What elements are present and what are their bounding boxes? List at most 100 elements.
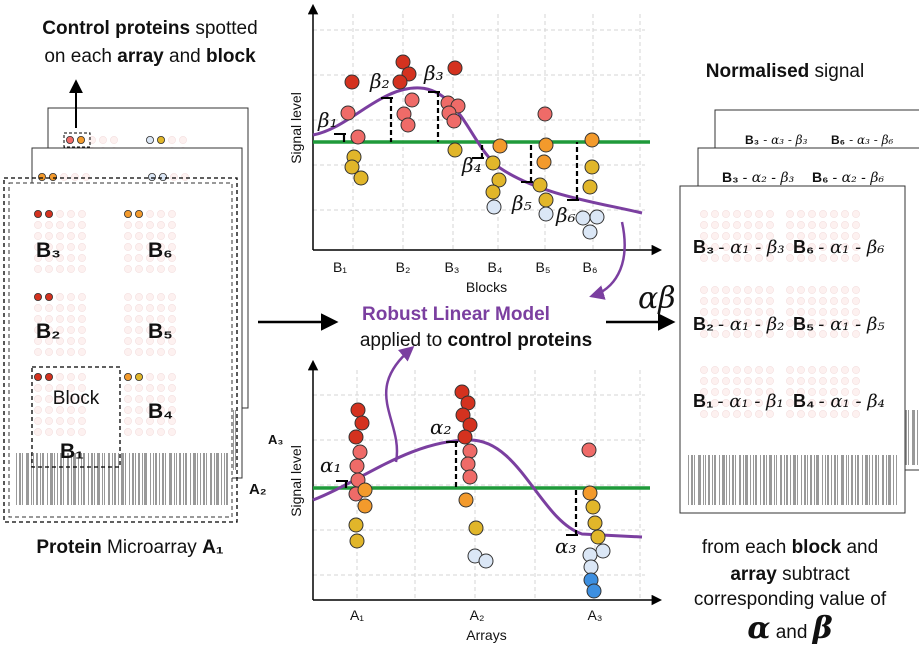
barcode-bar bbox=[36, 453, 38, 505]
barcode-bar bbox=[760, 455, 761, 505]
array-label: A₃ bbox=[268, 432, 283, 447]
spot bbox=[700, 410, 708, 418]
caption-text: subtract bbox=[777, 564, 851, 585]
spot bbox=[711, 377, 719, 385]
formula: B₁ - α₁ - β₁ bbox=[693, 391, 784, 412]
caption-bold: Protein bbox=[36, 537, 101, 558]
spot bbox=[786, 210, 794, 218]
spot bbox=[700, 377, 708, 385]
formula: B₄ - α₁ - β₄ bbox=[793, 391, 885, 412]
spot bbox=[744, 232, 752, 240]
barcode-bar bbox=[869, 455, 870, 505]
spot bbox=[841, 210, 849, 218]
spot bbox=[797, 377, 805, 385]
spot bbox=[34, 417, 42, 425]
spot bbox=[168, 254, 176, 262]
barcode-bar bbox=[224, 453, 225, 505]
spot bbox=[700, 210, 708, 218]
caption-bold: block bbox=[792, 537, 842, 558]
spot bbox=[124, 428, 132, 436]
barcode-bar bbox=[780, 455, 782, 505]
effect-label: α₁ bbox=[320, 453, 342, 477]
barcode-bar bbox=[142, 453, 143, 505]
title-bold: Normalised bbox=[706, 61, 809, 82]
formula-terms: - α₃ - β₃ bbox=[763, 133, 807, 147]
spot bbox=[135, 428, 143, 436]
spot bbox=[124, 337, 132, 345]
spot bbox=[168, 315, 176, 323]
spot bbox=[841, 410, 849, 418]
caption-text: on each bbox=[44, 46, 117, 67]
spot bbox=[78, 326, 86, 334]
spot bbox=[808, 319, 816, 327]
spot bbox=[56, 265, 64, 273]
spot bbox=[841, 366, 849, 374]
spot bbox=[78, 395, 86, 403]
spot bbox=[168, 348, 176, 356]
spot bbox=[830, 399, 838, 407]
model-arrow bbox=[384, 346, 415, 463]
barcode-bar bbox=[797, 455, 798, 505]
spot bbox=[722, 319, 730, 327]
spot bbox=[168, 265, 176, 273]
barcode-bar bbox=[26, 453, 29, 505]
spot bbox=[124, 395, 132, 403]
spot bbox=[67, 243, 75, 251]
barcode-bar bbox=[210, 453, 212, 505]
data-dot bbox=[486, 199, 502, 215]
spot bbox=[744, 410, 752, 418]
data-dot bbox=[478, 553, 494, 569]
data-dot bbox=[584, 159, 600, 175]
data-dot bbox=[349, 533, 365, 549]
barcode-bar bbox=[743, 455, 744, 505]
spot bbox=[733, 388, 741, 396]
spot bbox=[841, 286, 849, 294]
spot bbox=[34, 243, 42, 251]
barcode-bar bbox=[144, 453, 147, 505]
data-dot bbox=[582, 179, 598, 195]
spot bbox=[733, 410, 741, 418]
spot bbox=[66, 135, 75, 144]
spot bbox=[34, 304, 42, 312]
right-caption: from each block and bbox=[702, 537, 878, 558]
spot bbox=[797, 243, 805, 251]
barcode-bar bbox=[896, 455, 897, 505]
spot bbox=[60, 173, 68, 181]
spot bbox=[766, 243, 774, 251]
data-dot bbox=[538, 206, 554, 222]
title-text: signal bbox=[809, 61, 864, 82]
spot bbox=[722, 254, 730, 262]
spot bbox=[45, 395, 53, 403]
barcode-bar bbox=[54, 453, 55, 505]
spot bbox=[766, 388, 774, 396]
barcode-bar bbox=[766, 455, 767, 505]
spot bbox=[722, 210, 730, 218]
spot bbox=[722, 243, 730, 251]
spot bbox=[797, 366, 805, 374]
barcode-bar bbox=[159, 453, 160, 505]
fit-curve bbox=[312, 86, 643, 215]
data-dot bbox=[536, 154, 552, 170]
spot bbox=[830, 330, 838, 338]
spot bbox=[786, 410, 794, 418]
spot bbox=[34, 428, 42, 436]
data-dot bbox=[447, 142, 463, 158]
model-text: applied to bbox=[360, 330, 448, 351]
data-dot bbox=[392, 74, 408, 90]
spot bbox=[733, 232, 741, 240]
spot bbox=[786, 297, 794, 305]
spot bbox=[56, 232, 64, 240]
spot bbox=[170, 173, 178, 181]
barcode-bar bbox=[83, 453, 85, 505]
barcode-bar bbox=[88, 453, 89, 505]
spot bbox=[67, 210, 75, 218]
spot bbox=[733, 297, 741, 305]
spot bbox=[700, 399, 708, 407]
spot bbox=[168, 417, 176, 425]
barcode-bar bbox=[91, 453, 93, 505]
barcode-bar bbox=[827, 455, 829, 505]
spot bbox=[78, 265, 86, 273]
x-label: B₁ bbox=[333, 259, 347, 275]
barcode-bar bbox=[786, 455, 788, 505]
spot bbox=[711, 286, 719, 294]
